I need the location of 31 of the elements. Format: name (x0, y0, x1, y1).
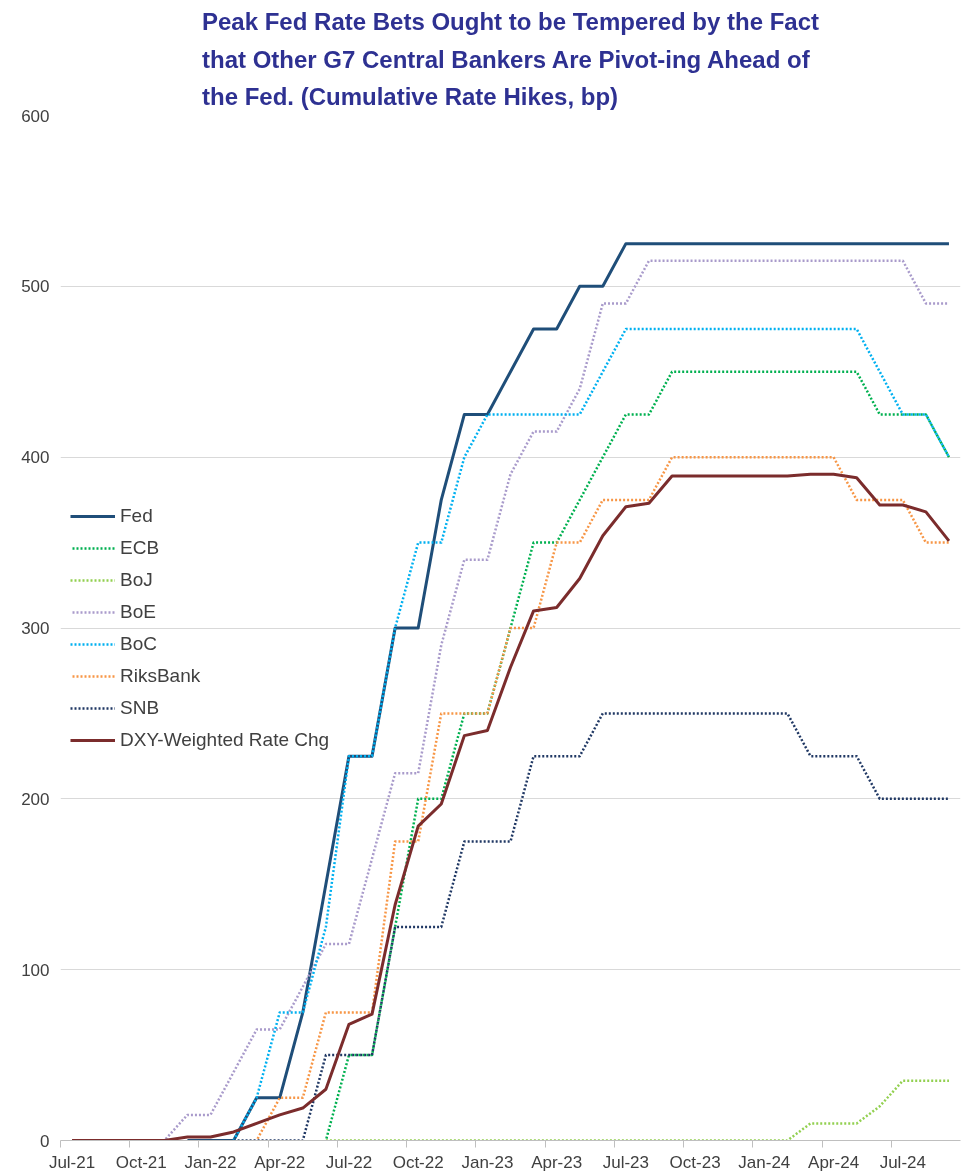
x-tick-label: Jan-23 (461, 1152, 514, 1172)
line-series (324, 1079, 951, 1141)
x-tick-label: Apr-24 (808, 1152, 860, 1172)
x-tick-label: Apr-22 (254, 1152, 306, 1172)
x-tick-label: Jul-22 (325, 1152, 373, 1172)
legend-label: BoC (120, 632, 157, 655)
y-tick-label: 600 (21, 106, 50, 126)
y-tick-label: 0 (40, 1131, 50, 1151)
x-tick-label: Jul-24 (879, 1152, 926, 1172)
y-tick-label: 100 (21, 960, 50, 980)
y-tick-label: 500 (21, 277, 50, 297)
legend-label: BoJ (120, 568, 153, 591)
legend-label: BoE (120, 600, 156, 623)
x-tick-label: Jul-23 (602, 1152, 650, 1172)
y-tick-label: 400 (21, 448, 50, 468)
legend-label: SNB (120, 696, 160, 719)
legend-label: Fed (120, 504, 153, 527)
chart-title: Peak Fed Rate Bets Ought to be Tempered by the Fact that Other G7 Central Bankers Are Pivot-ing Ahead of the Fed. (Cumulative Rate Hikes, bp) (201, 7, 820, 111)
x-tick-label: Jan-24 (738, 1152, 791, 1172)
x-tick-label: Oct-21 (115, 1152, 167, 1172)
x-tick-label: Jul-21 (48, 1152, 96, 1172)
x-tick-label: Jan-22 (184, 1152, 237, 1172)
line-series (70, 472, 951, 1141)
x-tick-label: Oct-22 (392, 1152, 444, 1172)
x-tick-label: Oct-23 (669, 1152, 721, 1172)
legend-label: DXY-Weighted Rate Chg (120, 728, 330, 751)
y-tick-label: 300 (21, 619, 50, 638)
y-tick-label: 200 (21, 789, 50, 809)
x-tick-label: Apr-23 (531, 1152, 583, 1172)
legend-label: ECB (120, 536, 160, 559)
legend-label: RiksBank (120, 664, 201, 687)
